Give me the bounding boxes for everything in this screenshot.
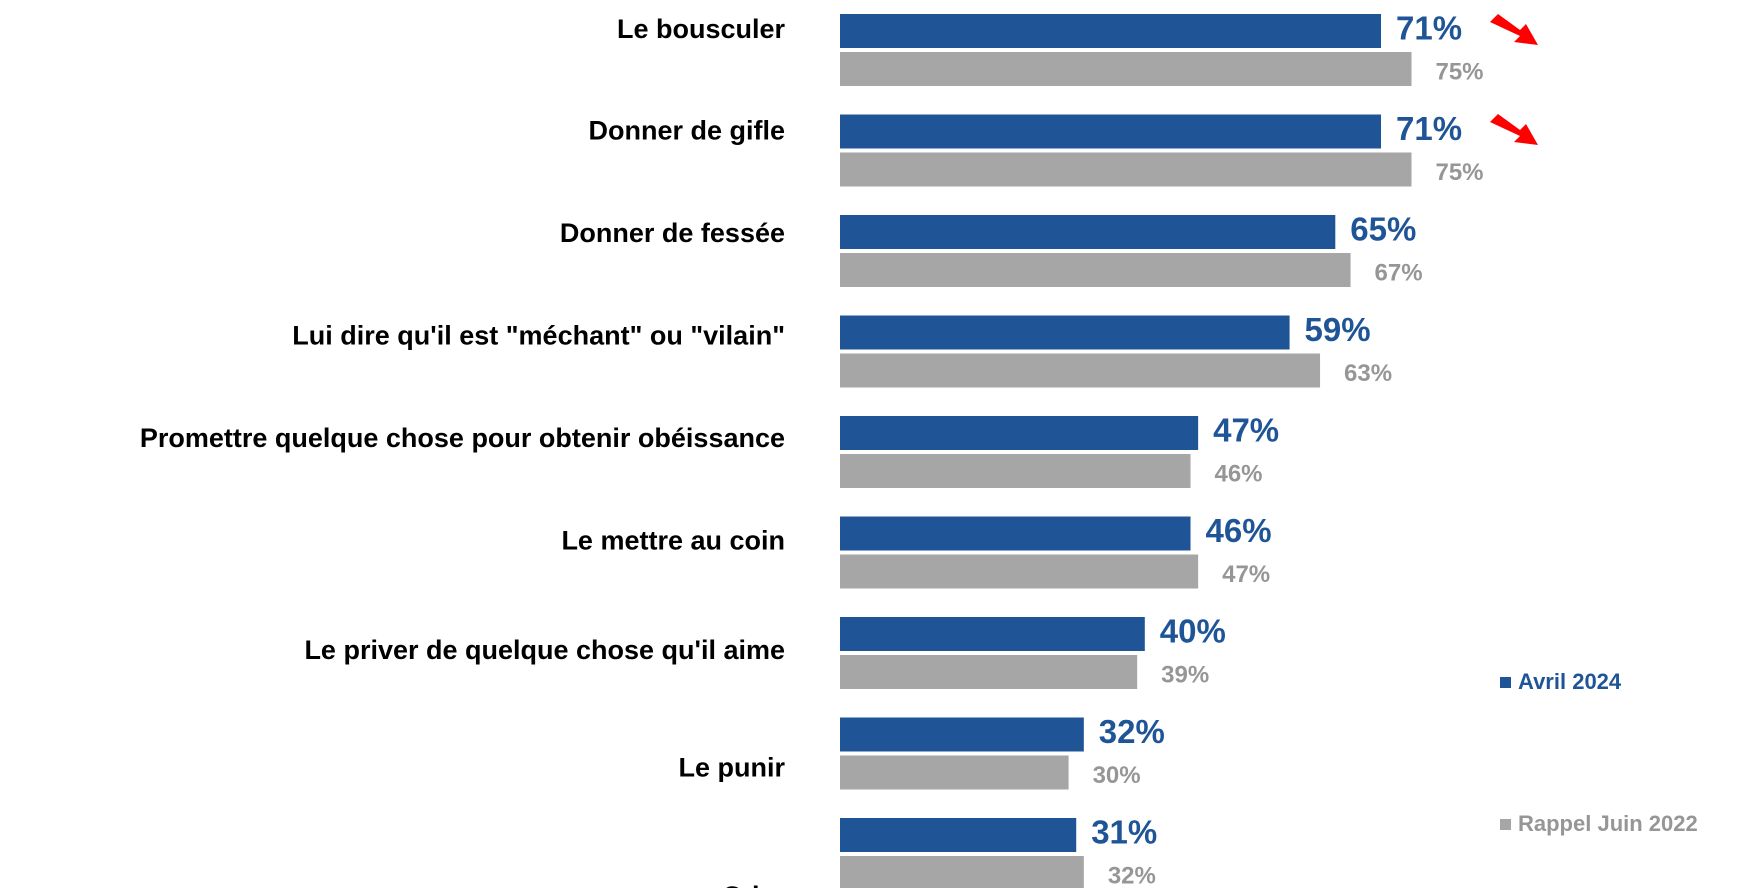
bar: [840, 353, 1321, 388]
value-label: 65%: [1350, 211, 1416, 248]
value-label: 46%: [1205, 512, 1271, 549]
legend-label: Avril 2024: [1518, 669, 1622, 694]
value-label: 31%: [1091, 814, 1157, 851]
category-label: Le mettre au coin: [561, 526, 785, 556]
category-label: Le bousculer: [617, 14, 786, 44]
legend-swatch: [1500, 819, 1511, 830]
value-label: 75%: [1435, 58, 1483, 85]
bar: [840, 14, 1382, 48]
category-label: Promettre quelque chose pour obtenir obé…: [140, 423, 785, 453]
legend-swatch: [1500, 677, 1511, 688]
value-label: 40%: [1160, 613, 1226, 650]
value-label: 75%: [1435, 159, 1483, 186]
category-label: Donner de gifle: [588, 116, 785, 146]
down-arrow: [1490, 114, 1538, 145]
category-label: Le punir: [679, 753, 786, 783]
trend-arrows: [1490, 14, 1538, 145]
value-label: 39%: [1161, 661, 1209, 688]
bar: [840, 655, 1138, 689]
value-label: 30%: [1093, 762, 1141, 789]
category-label: Lui dire qu'il est "méchant" ou "vilain": [292, 321, 785, 351]
bar: [840, 416, 1199, 450]
category-label: Donner de fessée: [560, 218, 785, 248]
bar: [840, 755, 1069, 790]
value-label: 46%: [1214, 460, 1262, 487]
category-label: Crier: [722, 881, 786, 888]
bar: [840, 52, 1412, 86]
down-arrow: [1490, 14, 1538, 45]
value-label: 32%: [1108, 862, 1156, 888]
value-label: 32%: [1099, 713, 1165, 750]
value-label: 71%: [1396, 10, 1462, 47]
value-label: 67%: [1375, 259, 1423, 286]
bar: [840, 315, 1290, 350]
bar: [840, 818, 1077, 852]
bar: [840, 856, 1084, 888]
bar: [840, 253, 1351, 287]
bar: [840, 554, 1199, 589]
category-label: Le priver de quelque chose qu'il aime: [304, 635, 785, 665]
legend-label: Rappel Juin 2022: [1518, 811, 1698, 836]
bar: [840, 152, 1412, 187]
bar: [840, 717, 1084, 752]
bar: [840, 454, 1191, 488]
bar: [840, 114, 1382, 149]
bar: [840, 516, 1191, 551]
value-label: 71%: [1396, 110, 1462, 147]
bar: [840, 215, 1336, 249]
value-label: 47%: [1222, 561, 1270, 588]
bar: [840, 617, 1145, 651]
value-label: 59%: [1305, 311, 1371, 348]
value-label: 63%: [1344, 360, 1392, 387]
value-label: 47%: [1213, 412, 1279, 449]
